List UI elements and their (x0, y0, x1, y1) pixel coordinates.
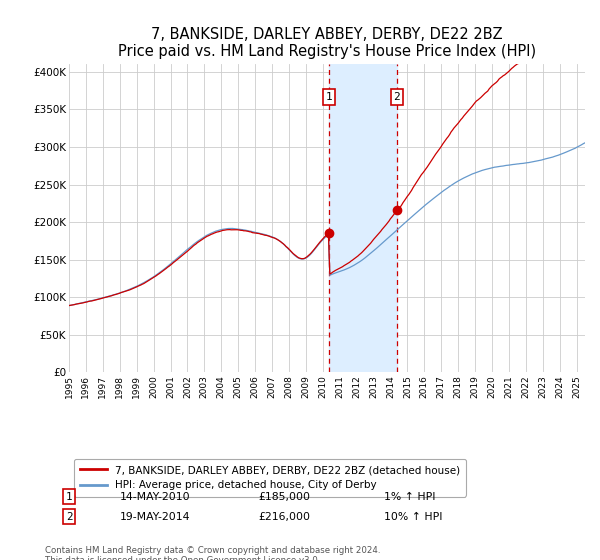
Text: 1% ↑ HPI: 1% ↑ HPI (384, 492, 436, 502)
Text: 14-MAY-2010: 14-MAY-2010 (120, 492, 191, 502)
Title: 7, BANKSIDE, DARLEY ABBEY, DERBY, DE22 2BZ
Price paid vs. HM Land Registry's Hou: 7, BANKSIDE, DARLEY ABBEY, DERBY, DE22 2… (118, 27, 536, 59)
Text: 1: 1 (66, 492, 72, 502)
Text: 19-MAY-2014: 19-MAY-2014 (120, 512, 191, 522)
Legend: 7, BANKSIDE, DARLEY ABBEY, DERBY, DE22 2BZ (detached house), HPI: Average price,: 7, BANKSIDE, DARLEY ABBEY, DERBY, DE22 2… (74, 459, 466, 497)
Text: 2: 2 (394, 92, 400, 102)
Text: 10% ↑ HPI: 10% ↑ HPI (384, 512, 443, 522)
Bar (329, 64, 397, 372)
Text: 2: 2 (66, 512, 72, 522)
Text: Contains HM Land Registry data © Crown copyright and database right 2024.
This d: Contains HM Land Registry data © Crown c… (45, 546, 380, 560)
Text: 1: 1 (326, 92, 332, 102)
Text: £216,000: £216,000 (258, 512, 310, 522)
Text: £185,000: £185,000 (258, 492, 310, 502)
